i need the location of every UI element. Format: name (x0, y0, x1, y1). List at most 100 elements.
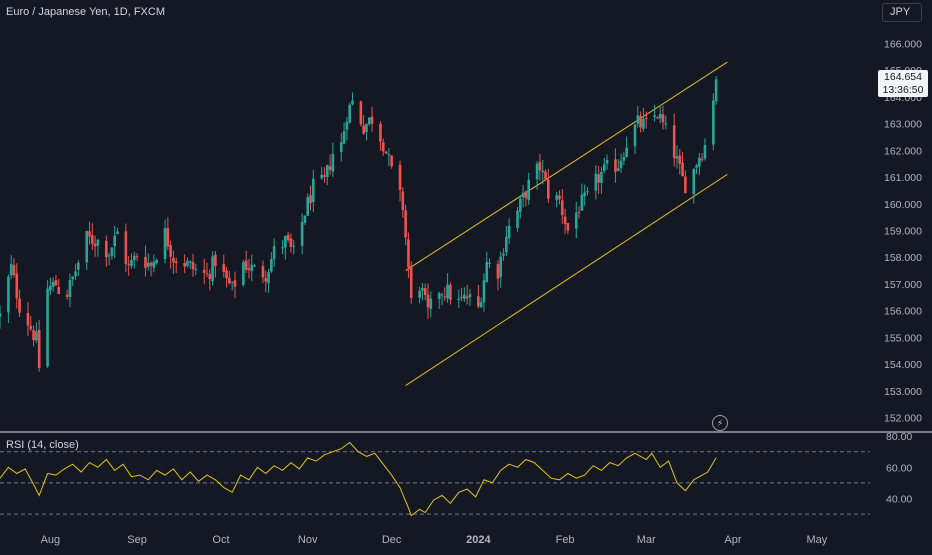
candle (404, 204, 407, 246)
candle-body (320, 174, 324, 179)
candle-body (583, 192, 586, 197)
candle (71, 276, 75, 286)
candle-body (124, 231, 128, 264)
candle-body (54, 280, 58, 286)
candle-body (110, 247, 114, 256)
candle (183, 254, 186, 273)
candle-body (712, 100, 715, 145)
currency-button[interactable]: JPY (882, 3, 922, 22)
candle-body (619, 160, 623, 168)
candle (664, 115, 668, 130)
rsi-line[interactable] (0, 441, 717, 517)
candle (149, 261, 153, 277)
candle-body (49, 285, 52, 291)
candle-body (421, 288, 424, 291)
candle-body (270, 259, 273, 272)
time-axis-tick: Aug (41, 534, 61, 546)
candle-body (230, 281, 234, 283)
candle-body (309, 195, 312, 204)
candle (653, 104, 656, 122)
candle (300, 213, 304, 255)
candle (93, 235, 97, 257)
candle (152, 254, 156, 273)
candle-body (225, 270, 228, 279)
candle-body (672, 125, 676, 159)
candle (574, 201, 578, 239)
candle-body (505, 236, 508, 253)
candle-body (614, 159, 617, 172)
candle (172, 250, 175, 275)
candle (339, 133, 343, 162)
candle-body (602, 164, 606, 172)
candle (116, 227, 119, 235)
candle (644, 111, 648, 129)
candle (342, 122, 346, 145)
candle-body (437, 293, 441, 299)
candle (692, 167, 696, 204)
candle-body (214, 254, 217, 267)
candle (426, 283, 430, 319)
candle (546, 169, 550, 204)
candle (437, 291, 441, 309)
price-axis-tick: 156.000 (884, 306, 922, 318)
channel-lower-line[interactable] (405, 173, 728, 386)
candle (700, 152, 704, 163)
candle (348, 102, 351, 124)
candle (619, 153, 623, 174)
candle-body (636, 115, 640, 124)
price-axis-tick: 159.000 (884, 226, 922, 238)
candle (421, 283, 424, 301)
candle (555, 191, 558, 208)
candle (527, 172, 531, 205)
candle-body (65, 294, 69, 297)
channel-upper-line[interactable] (405, 61, 728, 272)
candle-body (381, 142, 385, 152)
candle-body (85, 230, 89, 263)
candle (614, 148, 617, 183)
candle (563, 208, 567, 234)
candle-body (519, 198, 522, 212)
candle-body (323, 175, 326, 177)
candle (135, 253, 139, 262)
candle (502, 248, 505, 261)
candle-body (365, 123, 368, 132)
candle-body (443, 296, 447, 298)
candle-body (407, 239, 410, 268)
candle (507, 218, 511, 244)
candle-body (499, 256, 503, 278)
candle-body (339, 142, 343, 153)
candle-body (538, 162, 542, 171)
last-price-value: 164.654 (884, 71, 922, 83)
candle-body (172, 257, 175, 263)
candle-body (146, 262, 150, 267)
candle-body (426, 294, 430, 308)
candle (49, 277, 52, 296)
candle-body (546, 179, 550, 199)
candle-body (703, 144, 707, 159)
time-axis-tick: Dec (382, 534, 402, 546)
candle (672, 113, 676, 167)
candle-body (51, 282, 55, 287)
lightning-bolt-icon[interactable]: ⚡ (712, 415, 728, 431)
candle-body (616, 168, 620, 171)
candle-body (468, 294, 472, 298)
candle (583, 184, 586, 206)
candle-body (692, 169, 696, 195)
price-axis-tick: 157.000 (884, 279, 922, 291)
candle (281, 240, 284, 255)
candle (127, 255, 130, 276)
price-axis-tick: 154.000 (884, 359, 922, 371)
candle-body (359, 101, 363, 125)
candle-body (516, 210, 519, 228)
candle-body (633, 124, 637, 147)
candle (247, 258, 251, 279)
candle-body (267, 272, 270, 284)
candle (661, 105, 665, 130)
candle (597, 165, 600, 195)
candle (289, 233, 293, 253)
candle (602, 157, 606, 174)
candle (678, 149, 682, 175)
candle (74, 263, 77, 280)
candle-body (477, 296, 480, 307)
